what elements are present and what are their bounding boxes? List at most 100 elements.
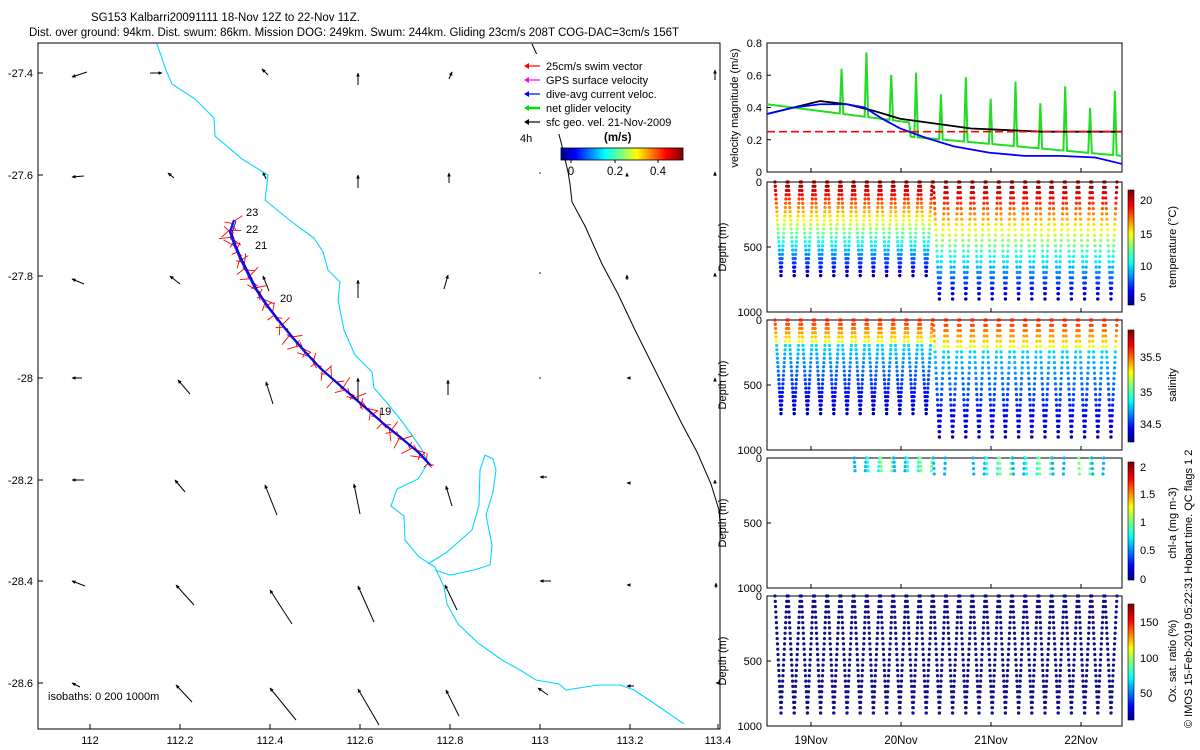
cast-point xyxy=(925,252,930,256)
cast-point xyxy=(855,222,859,227)
cast-point xyxy=(1109,297,1113,301)
cast-point xyxy=(1046,233,1050,237)
cast-point xyxy=(942,339,946,343)
cast-point xyxy=(933,620,937,625)
cast-point xyxy=(811,188,815,193)
cast-point xyxy=(833,679,838,683)
cast-point xyxy=(956,605,960,609)
cast-point xyxy=(803,674,808,678)
cast-point xyxy=(1035,339,1039,343)
cast-point xyxy=(954,360,959,365)
cast-point xyxy=(928,626,933,630)
cast-point xyxy=(927,369,931,373)
cast-point xyxy=(869,231,873,235)
cast-point xyxy=(1025,344,1029,349)
cast-point xyxy=(786,322,791,326)
cast-point xyxy=(999,620,1003,625)
cast-point xyxy=(850,615,854,619)
cast-point xyxy=(1068,679,1072,683)
oxygen-ylabel: Depth (m) xyxy=(717,637,729,686)
cast-point xyxy=(1084,398,1089,402)
cast-point xyxy=(795,658,799,662)
cast-point xyxy=(776,222,780,227)
cast-point xyxy=(1048,334,1052,338)
cast-point xyxy=(840,331,844,335)
cast-point xyxy=(1068,408,1072,413)
cast-point xyxy=(1000,371,1004,375)
swim-vector xyxy=(254,284,268,289)
cast-point xyxy=(866,335,871,339)
cast-point xyxy=(969,610,973,614)
cast-point xyxy=(905,594,909,598)
cast-point xyxy=(1046,244,1050,248)
cast-point xyxy=(1092,642,1096,646)
cast-point xyxy=(835,365,839,369)
cast-point xyxy=(923,684,927,689)
cast-point xyxy=(797,193,801,197)
cast-point xyxy=(921,647,925,651)
cast-point xyxy=(972,615,976,619)
cast-point xyxy=(1007,642,1011,646)
cast-point xyxy=(988,265,993,269)
cast-point xyxy=(968,350,972,354)
cast-point xyxy=(896,390,901,394)
cast-point xyxy=(1061,615,1065,619)
cast-point xyxy=(942,350,946,354)
cast-point xyxy=(802,365,807,369)
cast-point xyxy=(912,684,916,689)
cast-point xyxy=(1114,329,1119,333)
cast-point xyxy=(1025,334,1029,338)
cast-point xyxy=(1096,297,1100,301)
cast-point xyxy=(922,386,927,390)
cast-point xyxy=(945,599,949,603)
cast-point xyxy=(918,594,922,598)
cast-point xyxy=(842,369,846,373)
cast-point xyxy=(945,610,950,614)
cast-point xyxy=(1039,360,1043,365)
cast-point xyxy=(916,610,920,614)
cast-point xyxy=(1056,297,1060,301)
cast-point xyxy=(1043,297,1047,301)
cast-point xyxy=(861,647,866,651)
cast-point xyxy=(1012,631,1017,635)
cast-point xyxy=(994,212,999,216)
cast-point xyxy=(926,674,930,678)
cast-point xyxy=(945,191,949,195)
cast-point xyxy=(934,642,938,646)
cast-point xyxy=(803,235,807,239)
y-tick-label: 500 xyxy=(744,656,762,668)
cast-point xyxy=(819,695,824,699)
cast-point xyxy=(1011,472,1016,476)
cast-point xyxy=(931,180,936,184)
cast-point xyxy=(857,684,861,689)
cast-point xyxy=(1100,360,1104,365)
cast-point xyxy=(1078,350,1082,354)
cast-point xyxy=(834,244,838,248)
cast-point xyxy=(961,387,965,391)
cast-point xyxy=(985,201,989,205)
cast-point xyxy=(942,206,946,211)
cast-point xyxy=(1090,185,1094,189)
colorbar-tick-label: 150 xyxy=(1140,617,1158,629)
cast-point xyxy=(971,594,975,598)
cast-point xyxy=(856,386,861,390)
cast-point xyxy=(817,390,821,394)
cast-point xyxy=(934,376,939,381)
cast-point xyxy=(1091,350,1096,354)
cast-point xyxy=(860,668,864,673)
cast-point xyxy=(1103,185,1107,189)
cast-point xyxy=(980,366,985,370)
cast-point xyxy=(926,668,930,673)
cast-point xyxy=(998,191,1002,195)
cast-point xyxy=(1002,403,1006,407)
cast-point xyxy=(1072,249,1076,253)
cast-point xyxy=(885,706,889,710)
cast-point xyxy=(1114,605,1119,609)
chla-colorbar xyxy=(1127,461,1135,581)
cast-point xyxy=(1108,270,1112,275)
cast-point xyxy=(793,690,797,694)
cast-point xyxy=(1025,615,1029,619)
cast-point xyxy=(1066,652,1070,657)
cast-point xyxy=(882,373,886,377)
